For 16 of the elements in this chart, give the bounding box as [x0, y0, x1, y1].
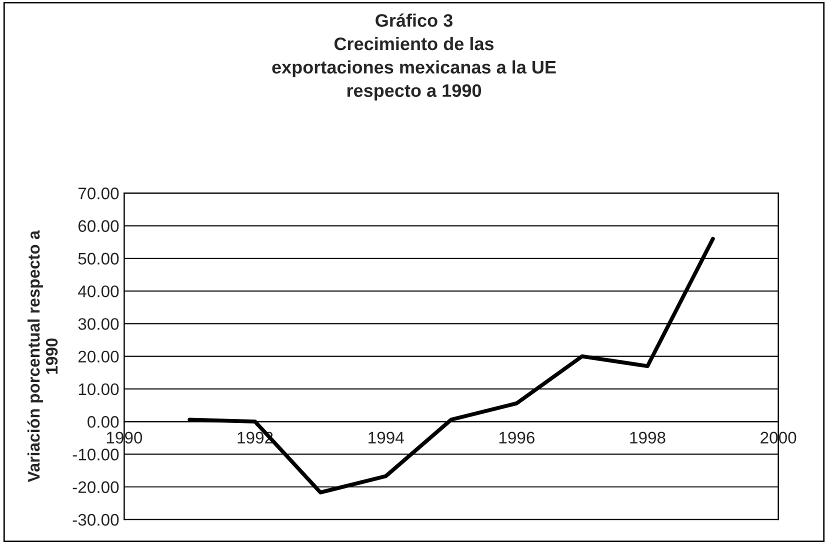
- y-tick-label: 60.00: [78, 220, 119, 232]
- y-tick-label: 40.00: [78, 285, 119, 298]
- y-tick-label: 20.00: [78, 350, 119, 363]
- y-tick-label: -20.00: [72, 481, 119, 494]
- x-tick-label: 1998: [630, 432, 666, 444]
- y-tick-label: 10.00: [78, 383, 119, 396]
- y-tick-label: 30.00: [78, 318, 119, 330]
- x-tick-label: 1996: [499, 432, 534, 444]
- y-tick-label: 0.00: [88, 416, 119, 428]
- y-tick-label: 50.00: [78, 252, 119, 265]
- y-tick-label: 70.00: [78, 188, 119, 200]
- x-tick-label: 1994: [368, 432, 404, 444]
- y-axis-title: Variación porcentual respecto a 1990: [27, 230, 58, 482]
- y-tick-label: -30.00: [72, 514, 119, 526]
- y-tick-label: -10.00: [72, 448, 119, 460]
- chart-title: Gráfico 3 Crecimiento de las exportaciones mexicanas a la UE respecto a 1990: [272, 13, 556, 101]
